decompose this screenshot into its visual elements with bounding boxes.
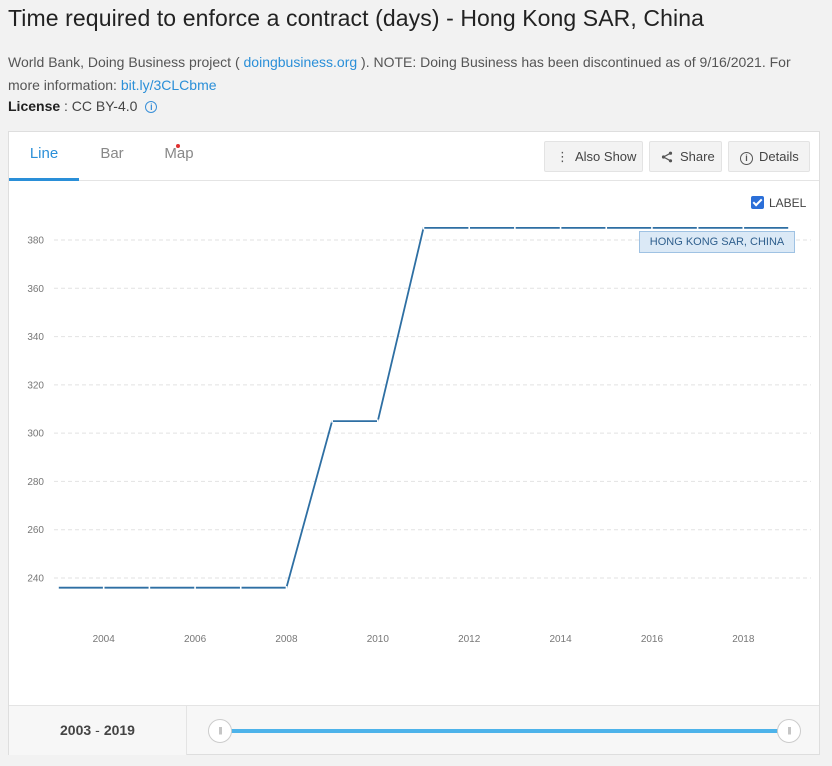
details-label: Details <box>759 149 799 164</box>
label-toggle[interactable]: LABEL <box>751 196 806 210</box>
x-tick-label: 2010 <box>367 634 390 645</box>
y-tick-label: 260 <box>27 525 44 536</box>
x-tick-label: 2018 <box>732 634 755 645</box>
share-button[interactable]: Share <box>649 141 722 172</box>
y-tick-label: 280 <box>27 477 44 488</box>
y-tick-label: 340 <box>27 332 44 343</box>
x-tick-label: 2008 <box>275 634 298 645</box>
tab-map[interactable]: Map <box>157 132 201 181</box>
info-icon[interactable]: i <box>145 101 158 113</box>
license-value: : CC BY-4.0 <box>60 98 138 114</box>
license-line: License : CC BY-4.0 i <box>8 98 158 114</box>
info-link[interactable]: bit.ly/3CLCbme <box>120 77 217 93</box>
tab-line[interactable]: Line <box>9 132 79 181</box>
label-toggle-text: LABEL <box>769 196 807 210</box>
new-indicator-dot <box>176 144 180 148</box>
series-label: HONG KONG SAR, CHINA <box>639 231 795 253</box>
share-label: Share <box>680 149 715 164</box>
grid-lines <box>54 239 811 579</box>
also-show-button[interactable]: ⋮ Also Show <box>544 141 643 172</box>
range-end: 2019 <box>103 722 135 738</box>
chart-panel: Line Bar Map ⋮ Also Show Share i Details L… <box>8 131 820 755</box>
line-chart: 240 260 280 300 320 340 360 380 2004 2006 2008 201… <box>27 226 811 645</box>
source-link[interactable]: doingbusiness.org <box>243 54 358 70</box>
license-label: License <box>8 98 61 114</box>
info-circle-icon: i <box>740 142 753 171</box>
x-tick-label: 2012 <box>458 634 481 645</box>
time-range-footer: 2003-2019 ||| ||| <box>9 705 819 755</box>
y-tick-label: 240 <box>27 574 44 585</box>
x-tick-label: 2006 <box>184 634 207 645</box>
source-prefix: World Bank, Doing Business project ( <box>8 54 244 70</box>
source-suffix: ). NOTE: Doing Business has been discont… <box>8 54 791 93</box>
x-tick-label: 2014 <box>549 634 572 645</box>
chart-tabs: Line Bar Map ⋮ Also Show Share i Details <box>9 132 819 181</box>
series-line <box>58 227 789 589</box>
range-slider-track[interactable] <box>221 729 789 733</box>
year-range: 2003-2019 <box>9 706 187 755</box>
x-tick-label: 2004 <box>93 634 116 645</box>
range-slider-end-handle[interactable]: ||| <box>777 719 801 743</box>
x-tick-label: 2016 <box>641 634 664 645</box>
page-title: Time required to enforce a contract (day… <box>8 5 704 31</box>
also-show-label: Also Show <box>575 149 637 164</box>
series-layer <box>57 226 790 590</box>
tab-map-label: Map <box>164 145 194 162</box>
source-note: World Bank, Doing Business project ( doi… <box>8 51 824 97</box>
y-tick-label: 320 <box>27 380 44 391</box>
range-slider-start-handle[interactable]: ||| <box>208 719 232 743</box>
tab-bar[interactable]: Bar <box>100 145 124 162</box>
range-start: 2003 <box>60 722 92 738</box>
y-tick-label: 360 <box>27 284 44 295</box>
more-vertical-icon: ⋮ <box>556 149 569 164</box>
y-tick-label: 300 <box>27 429 44 440</box>
share-icon <box>661 142 673 173</box>
details-button[interactable]: i Details <box>728 141 810 172</box>
label-checkbox[interactable] <box>751 196 764 209</box>
range-separator: - <box>95 722 100 738</box>
y-axis: 240 260 280 300 320 340 360 380 <box>27 236 44 585</box>
y-tick-label: 380 <box>27 236 44 247</box>
x-axis: 2004 2006 2008 2010 2012 2014 2016 2018 <box>93 634 755 645</box>
